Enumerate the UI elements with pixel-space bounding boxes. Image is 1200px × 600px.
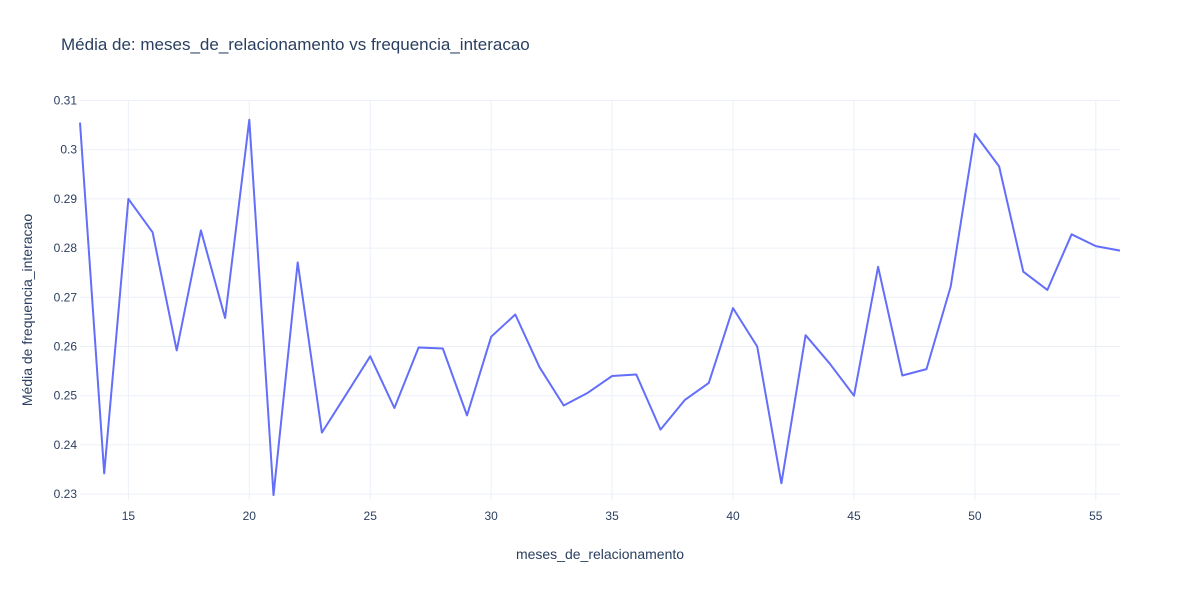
y-tick-label: 0.29	[54, 192, 78, 206]
y-tick-label: 0.28	[54, 241, 78, 255]
y-tick-label: 0.3	[60, 143, 77, 157]
x-tick-label: 35	[605, 509, 619, 523]
x-tick-label: 45	[847, 509, 861, 523]
y-tick-label: 0.23	[54, 487, 78, 501]
x-tick-label: 15	[122, 509, 136, 523]
x-tick-label: 25	[364, 509, 378, 523]
y-tick-label: 0.27	[54, 290, 78, 304]
x-axis-title: meses_de_relacionamento	[516, 546, 684, 562]
y-tick-label: 0.24	[54, 438, 78, 452]
y-tick-label: 0.26	[54, 339, 78, 353]
y-tick-label: 0.31	[54, 93, 78, 107]
series-line	[79, 118, 1121, 497]
x-tick-label: 50	[968, 509, 982, 523]
x-tick-label: 20	[243, 509, 257, 523]
y-tick-label: 0.25	[54, 389, 78, 403]
x-gridlines	[127, 100, 1097, 500]
x-tick-label: 30	[484, 509, 498, 523]
x-tick-label: 55	[1089, 509, 1103, 523]
chart-title: Média de: meses_de_relacionamento vs fre…	[61, 35, 530, 54]
x-tick-labels: 15 20 25 30 35 40 45 50 55	[122, 509, 1103, 523]
y-tick-labels: 0.23 0.24 0.25 0.26 0.27 0.28 0.29 0.3 0.31	[54, 93, 78, 501]
plot-background	[80, 100, 1120, 500]
y-axis-title: Média de frequencia_interacao	[19, 214, 35, 406]
x-tick-label: 40	[726, 509, 740, 523]
